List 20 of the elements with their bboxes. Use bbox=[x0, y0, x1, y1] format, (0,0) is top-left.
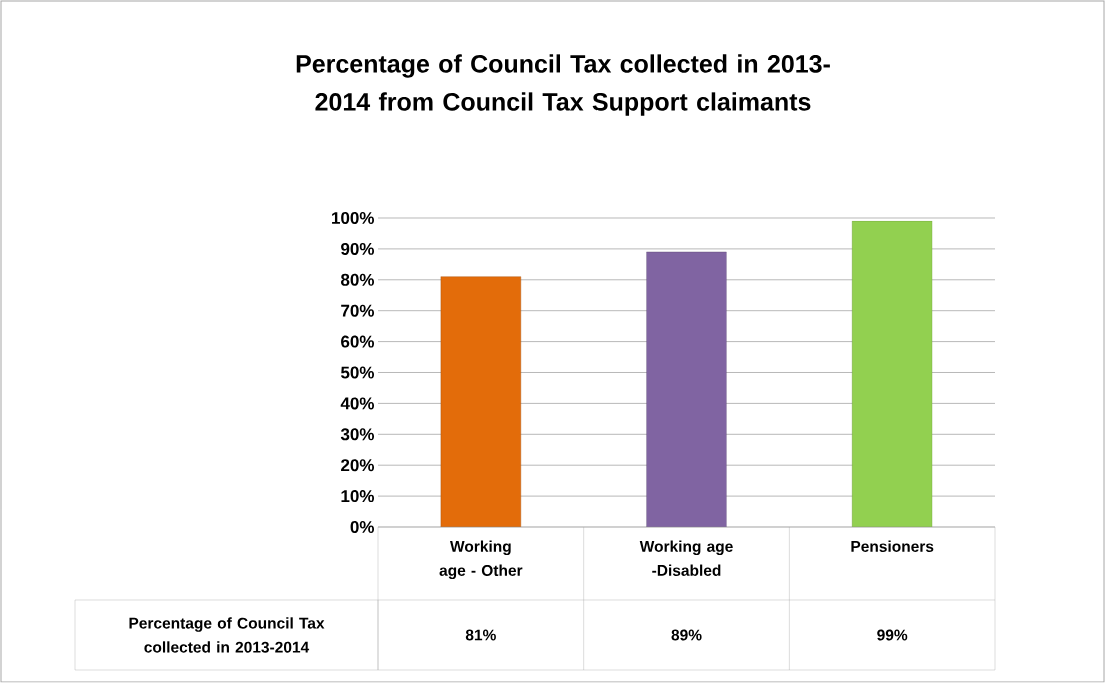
x-tick-label: Working age -Disabled bbox=[639, 540, 733, 576]
data-label: 89% bbox=[671, 629, 702, 641]
y-tick-label: 80% bbox=[340, 273, 375, 286]
y-tick-label: 30% bbox=[340, 428, 375, 441]
y-tick-label: 60% bbox=[341, 335, 375, 348]
bar bbox=[851, 220, 933, 527]
x-tick-label: Working age - Other bbox=[439, 540, 523, 580]
y-tick-label: 40% bbox=[340, 397, 375, 410]
y-tick-label: 20% bbox=[341, 459, 375, 472]
y-tick-label: 70% bbox=[341, 304, 375, 317]
text: Percentage of Council Tax collected in 2013-2014 bbox=[129, 617, 325, 653]
data-label: 81% bbox=[465, 629, 496, 641]
x-tick-label: Pensioners bbox=[851, 540, 934, 552]
y-tick-label: 10% bbox=[341, 490, 375, 503]
y-tick-label: 90% bbox=[341, 242, 375, 255]
y-tick-label: 0% bbox=[350, 520, 375, 534]
data-label: 99% bbox=[877, 629, 908, 641]
y-tick-label: 100% bbox=[332, 211, 375, 225]
chart-title: Percentage of Council Tax collected in 2013-2014 from Council Tax Support claimants bbox=[296, 54, 830, 116]
y-tick-label: 50% bbox=[340, 366, 375, 379]
